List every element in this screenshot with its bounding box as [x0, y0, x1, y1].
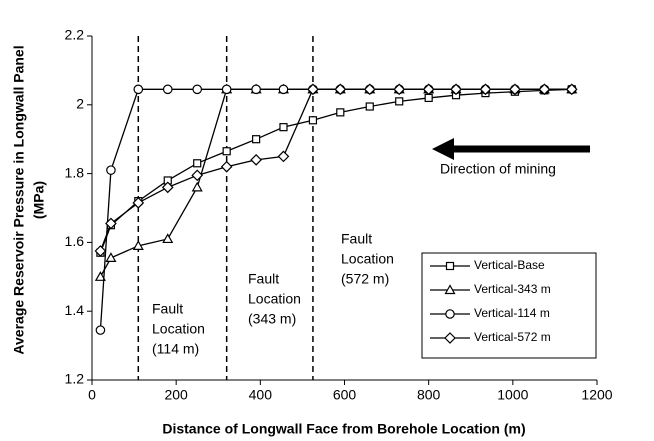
marker [565, 83, 578, 96]
y-tick-label: 1.4 [65, 302, 85, 318]
marker [106, 165, 116, 175]
fault-annotation: (114 m) [152, 341, 199, 357]
fault-annotation: Location [248, 291, 301, 307]
x-tick-label: 800 [417, 387, 441, 403]
y-axis-title-line: Average Reservoir Pressure in Longwall P… [11, 45, 27, 354]
marker [509, 83, 521, 96]
y-tick-label: 1.8 [65, 164, 85, 180]
marker [132, 196, 145, 209]
marker [105, 217, 117, 230]
marker [250, 153, 262, 166]
marker [191, 169, 204, 182]
marker [445, 261, 455, 271]
legend-label: Vertical-343 m [474, 282, 551, 296]
marker [365, 102, 374, 111]
x-tick-label: 200 [164, 387, 188, 403]
fault-annotation: Fault [152, 301, 183, 317]
marker [278, 84, 289, 95]
marker [95, 325, 106, 335]
marker [132, 240, 144, 250]
marker [308, 116, 318, 125]
legend-label: Vertical-572 m [474, 330, 551, 344]
marker [222, 147, 231, 156]
marker [538, 83, 551, 96]
y-tick-label: 2.2 [65, 27, 85, 43]
marker [422, 83, 435, 96]
marker [307, 83, 319, 96]
marker [252, 135, 261, 144]
marker [363, 83, 376, 96]
marker [191, 181, 203, 192]
marker [105, 252, 117, 262]
marker [445, 309, 455, 319]
marker [251, 84, 261, 95]
fault-annotation: (343 m) [248, 311, 296, 327]
marker [334, 83, 347, 96]
marker [193, 159, 202, 168]
x-tick-label: 0 [88, 387, 96, 403]
marker [220, 160, 233, 173]
marker [192, 84, 203, 95]
marker [444, 284, 456, 295]
marker [277, 150, 290, 163]
marker [424, 93, 433, 103]
marker [336, 108, 345, 117]
x-tick-label: 400 [249, 387, 273, 403]
y-axis-title: Average Reservoir Pressure in Longwall P… [11, 45, 47, 354]
fault-annotation: Fault [341, 231, 372, 247]
direction-arrowhead [432, 138, 454, 160]
x-tick-label: 1000 [497, 387, 528, 403]
fault-annotation: Location [341, 251, 394, 267]
y-tick-label: 1.2 [65, 371, 85, 387]
x-axis-title: Distance of Longwall Face from Borehole … [162, 421, 525, 437]
y-tick-label: 1.6 [65, 233, 85, 249]
fault-annotation: Location [152, 321, 205, 337]
y-tick-label: 2 [76, 96, 84, 112]
y-axis-title-line: (MPa) [31, 181, 47, 219]
fault-annotation: Fault [248, 271, 279, 287]
marker [450, 83, 462, 96]
marker [162, 233, 174, 244]
x-tick-label: 600 [333, 387, 357, 403]
marker [393, 83, 406, 96]
marker [444, 332, 456, 344]
marker [161, 181, 174, 194]
marker [395, 97, 404, 106]
legend [421, 252, 597, 359]
marker [94, 245, 107, 257]
legend-label: Vertical-Base [474, 258, 545, 272]
marker [279, 123, 288, 132]
marker [479, 83, 492, 96]
marker [133, 84, 144, 95]
marker [162, 84, 173, 95]
marker [94, 271, 106, 281]
marker [221, 84, 232, 95]
arrow-label: Direction of mining [440, 161, 556, 177]
legend-label: Vertical-114 m [474, 306, 550, 320]
x-tick-label: 1200 [581, 387, 612, 403]
fault-annotation: (572 m) [341, 271, 389, 287]
